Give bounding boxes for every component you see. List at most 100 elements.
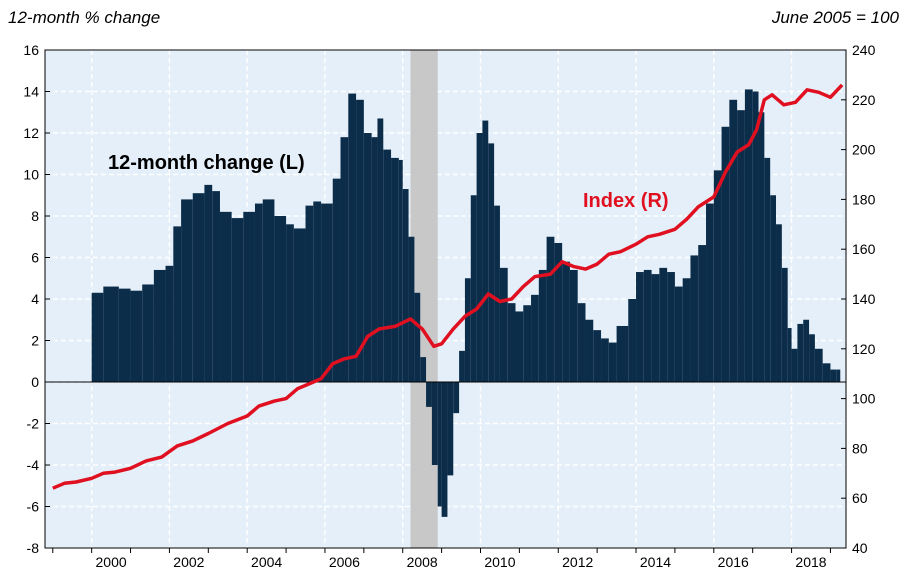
- left-tick-label: 16: [23, 42, 39, 58]
- bar: [340, 137, 349, 382]
- annotation-index: Index (R): [583, 190, 669, 212]
- bar: [698, 245, 707, 382]
- x-tick-label: 2010: [484, 554, 515, 570]
- bar: [494, 205, 500, 382]
- bar: [243, 211, 255, 382]
- bar: [523, 305, 532, 382]
- bar: [593, 330, 602, 382]
- left-tick-label: 14: [23, 84, 39, 100]
- bar: [453, 382, 460, 414]
- bar: [441, 382, 448, 517]
- bar: [305, 205, 314, 382]
- bar: [482, 120, 489, 383]
- bar: [770, 195, 777, 382]
- bar: [332, 178, 341, 382]
- bar: [814, 348, 823, 382]
- x-tick-label: 2014: [640, 554, 671, 570]
- bar: [822, 363, 831, 382]
- bar: [321, 203, 333, 382]
- bar: [293, 228, 306, 382]
- bar: [546, 236, 555, 382]
- bar: [499, 267, 508, 382]
- right-axis-ticks: 40 60 80 100 120 140 160 180 200 220 240: [841, 42, 876, 556]
- x-axis-ticks: 2000 2002 2004 2006 2008 2010 2012 2014 2016 2018: [52, 548, 831, 570]
- bar: [690, 255, 699, 382]
- left-tick-label: 2: [31, 333, 39, 349]
- bar: [447, 382, 454, 476]
- bar: [515, 311, 524, 382]
- bar: [286, 224, 294, 382]
- bar: [729, 99, 738, 383]
- bar: [476, 133, 483, 382]
- bar: [616, 325, 629, 382]
- bar: [659, 267, 668, 382]
- bar: [758, 112, 765, 382]
- x-tick-label: 2008: [407, 554, 438, 570]
- bar: [531, 294, 539, 382]
- bar: [651, 274, 660, 382]
- left-tick-label: -8: [27, 540, 40, 556]
- bar: [420, 357, 427, 382]
- x-tick-label: 2002: [173, 554, 204, 570]
- bar: [262, 199, 275, 382]
- bar: [674, 286, 683, 382]
- left-axis-unit-label: 12-month % change: [8, 8, 161, 27]
- right-tick-label: 40: [852, 540, 868, 556]
- bar: [608, 342, 617, 382]
- left-tick-label: -6: [27, 499, 40, 515]
- right-tick-label: 220: [852, 92, 876, 108]
- bar: [153, 269, 166, 382]
- bar: [464, 278, 471, 382]
- right-axis-unit-label: June 2005 = 100: [771, 8, 899, 27]
- bar: [173, 226, 182, 382]
- bar: [636, 272, 644, 382]
- bar: [426, 382, 432, 407]
- bar: [231, 218, 244, 382]
- bar: [569, 269, 578, 382]
- bar: [628, 299, 637, 382]
- bar: [437, 382, 442, 507]
- line-series-index: [52, 83, 844, 490]
- bar: [643, 269, 652, 382]
- bar: [398, 159, 403, 382]
- left-tick-label: 8: [31, 208, 39, 224]
- bar-series-12-month-change: [91, 89, 841, 517]
- bar: [721, 126, 730, 383]
- bar: [682, 278, 691, 382]
- bar: [391, 157, 399, 382]
- x-tick-label: 2004: [251, 554, 282, 570]
- left-tick-label: 12: [23, 125, 39, 141]
- right-tick-label: 160: [852, 241, 876, 257]
- bar: [797, 323, 804, 382]
- bar: [212, 191, 220, 382]
- bar: [776, 224, 782, 382]
- bar: [356, 99, 364, 383]
- bar: [181, 199, 193, 382]
- bar: [507, 303, 516, 382]
- bar: [130, 290, 143, 382]
- right-tick-label: 120: [852, 341, 876, 357]
- bar: [118, 288, 131, 382]
- left-tick-label: 4: [31, 291, 39, 307]
- right-tick-label: 180: [852, 191, 876, 207]
- right-tick-label: 200: [852, 142, 876, 158]
- right-tick-label: 60: [852, 490, 868, 506]
- x-tick-label: 2016: [718, 554, 749, 570]
- x-tick-label: 2012: [562, 554, 593, 570]
- bar: [348, 93, 357, 382]
- bar: [577, 303, 586, 382]
- bar: [737, 110, 745, 383]
- bar: [383, 149, 392, 382]
- right-tick-label: 240: [852, 42, 876, 58]
- bar: [402, 189, 409, 382]
- bar: [488, 143, 495, 382]
- bar: [791, 348, 798, 382]
- bar: [836, 369, 841, 382]
- bar: [91, 292, 104, 382]
- x-tick-label: 2006: [329, 554, 360, 570]
- annotation-12-month-change: 12-month change (L): [108, 152, 305, 174]
- bar: [764, 157, 771, 382]
- bar: [562, 261, 570, 382]
- left-axis-ticks: -8 -6 -4 -2 0 2 4 6 8 10 12 14 16: [23, 42, 50, 556]
